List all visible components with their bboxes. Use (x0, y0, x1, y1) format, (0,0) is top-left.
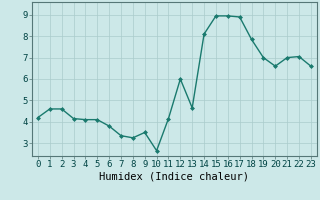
X-axis label: Humidex (Indice chaleur): Humidex (Indice chaleur) (100, 172, 249, 182)
